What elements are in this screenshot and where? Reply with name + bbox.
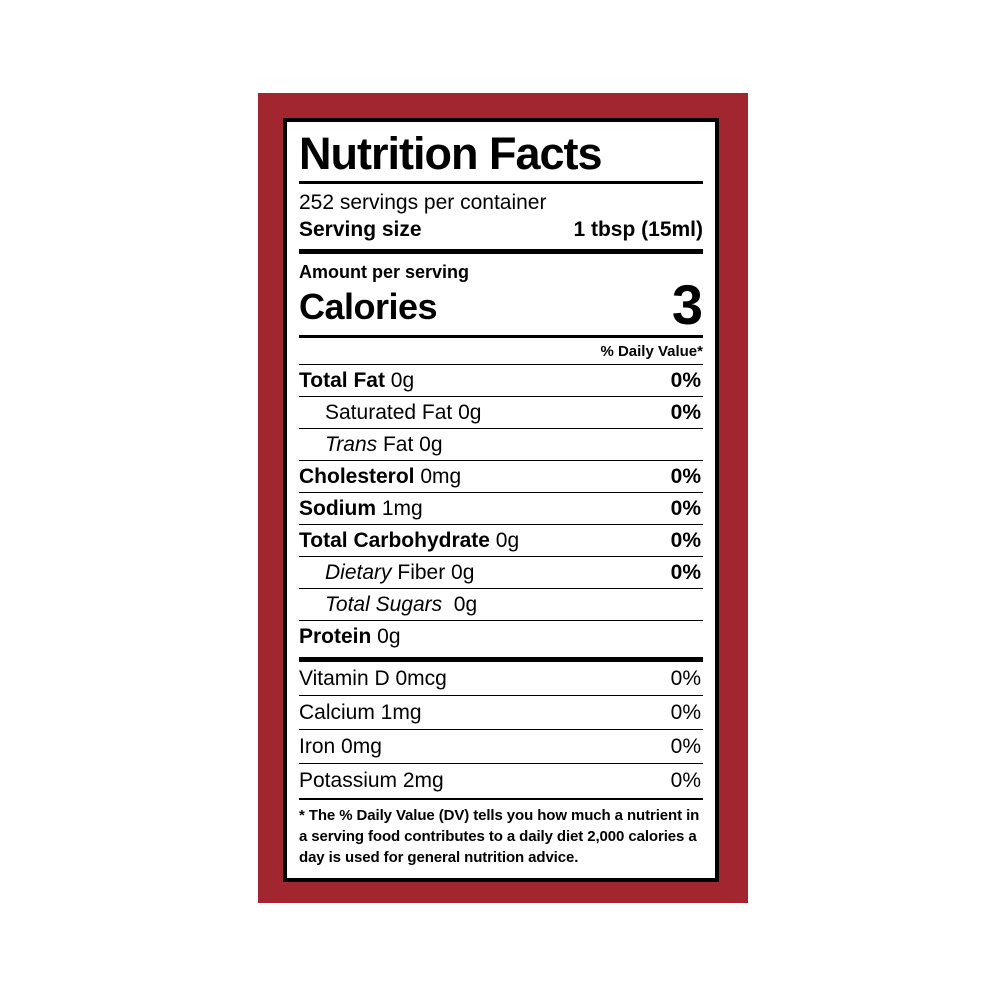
medium-divider-calories bbox=[299, 335, 703, 338]
nutrient-row: Calcium 1mg 0% bbox=[299, 696, 703, 730]
nutrient-row: Protein 0g bbox=[299, 621, 703, 652]
nutrient-row: Iron 0mg 0% bbox=[299, 730, 703, 764]
daily-value-header: % Daily Value* bbox=[299, 338, 703, 365]
daily-value-percent: 0% bbox=[670, 496, 701, 520]
nutrition-facts-label: Nutrition Facts 252 servings per contain… bbox=[283, 118, 719, 882]
nutrient-name: Cholesterol 0mg bbox=[299, 464, 462, 488]
nutrient-name: Protein 0g bbox=[299, 624, 401, 648]
thick-divider-protein bbox=[299, 656, 703, 662]
nutrient-name: Iron 0mg bbox=[299, 734, 382, 758]
servings-per-container: 252 servings per container bbox=[299, 191, 547, 215]
medium-divider-footnote bbox=[299, 797, 703, 800]
daily-value-percent: 0% bbox=[670, 400, 701, 424]
nutrient-name: Total Carbohydrate 0g bbox=[299, 528, 520, 552]
nutrient-name: Trans Fat 0g bbox=[325, 432, 443, 456]
nutrient-name: Potassium 2mg bbox=[299, 768, 444, 792]
daily-value-percent: 0% bbox=[670, 464, 701, 488]
serving-size-label: Serving size bbox=[299, 218, 422, 242]
nutrient-row: Vitamin D 0mcg 0% bbox=[299, 662, 703, 696]
nutrient-row: Saturated Fat 0g 0% bbox=[299, 397, 703, 429]
nutrient-row: Trans Fat 0g bbox=[299, 429, 703, 461]
nutrient-row: Cholesterol 0mg 0% bbox=[299, 461, 703, 493]
daily-value-percent: 0% bbox=[670, 734, 701, 758]
calories-row: Calories 3 bbox=[299, 273, 703, 337]
daily-value-percent: 0% bbox=[670, 560, 701, 584]
daily-value-footnote: * The % Daily Value (DV) tells you how m… bbox=[299, 807, 700, 866]
daily-value-percent: 0% bbox=[670, 768, 701, 792]
serving-size-row: Serving size 1 tbsp (15ml) bbox=[299, 216, 703, 244]
nutrient-name: Dietary Fiber 0g bbox=[325, 560, 475, 584]
calories-value: 3 bbox=[671, 273, 703, 337]
label-title: Nutrition Facts bbox=[299, 128, 603, 179]
serving-size-value: 1 tbsp (15ml) bbox=[573, 218, 703, 242]
nutrient-row: Dietary Fiber 0g 0% bbox=[299, 557, 703, 589]
daily-value-percent: 0% bbox=[670, 368, 701, 392]
nutrient-row: Sodium 1mg 0% bbox=[299, 493, 703, 525]
nutrient-name: Sodium 1mg bbox=[299, 496, 423, 520]
nutrient-name: Total Sugars 0g bbox=[325, 592, 478, 616]
daily-value-percent: 0% bbox=[670, 666, 701, 690]
calories-label: Calories bbox=[299, 286, 438, 328]
daily-value-percent: 0% bbox=[670, 528, 701, 552]
title-divider bbox=[299, 181, 703, 185]
nutrient-row: Total Sugars 0g bbox=[299, 589, 703, 621]
daily-value-percent: 0% bbox=[670, 700, 701, 724]
nutrient-name: Total Fat 0g bbox=[299, 368, 415, 392]
nutrient-row: Total Fat 0g 0% bbox=[299, 365, 703, 397]
label-red-frame: Nutrition Facts 252 servings per contain… bbox=[258, 93, 748, 903]
thick-divider-top bbox=[299, 249, 703, 255]
nutrient-rows: Total Fat 0g 0% Saturated Fat 0g 0% Trans Fa… bbox=[299, 365, 703, 652]
nutrient-name: Vitamin D 0mcg bbox=[299, 666, 447, 690]
nutrient-row: Total Carbohydrate 0g 0% bbox=[299, 525, 703, 557]
amount-per-serving-label: Amount per serving bbox=[299, 262, 470, 283]
nutrient-name: Calcium 1mg bbox=[299, 700, 422, 724]
nutrient-name: Saturated Fat 0g bbox=[325, 400, 482, 424]
vitamin-rows: Vitamin D 0mcg 0% Calcium 1mg 0% Iron 0mg 0% P… bbox=[299, 662, 703, 797]
nutrient-row: Potassium 2mg 0% bbox=[299, 764, 703, 797]
